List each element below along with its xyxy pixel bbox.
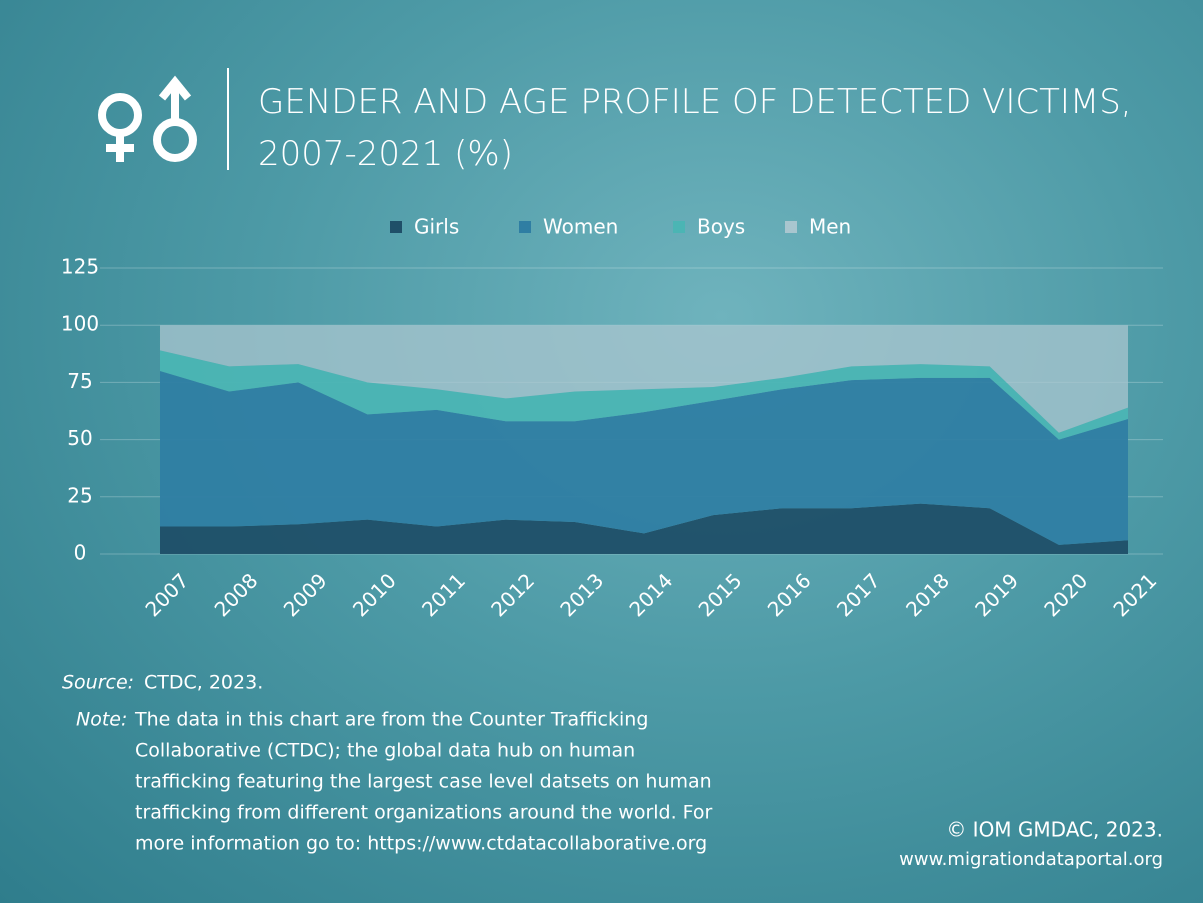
x-tick-label: 2020 — [1039, 568, 1092, 621]
x-tick-label: 2018 — [901, 568, 954, 621]
x-tick-label: 2007 — [140, 568, 193, 621]
gender-icon — [102, 82, 193, 162]
x-tick-label: 2008 — [210, 568, 263, 621]
legend-label: Men — [809, 215, 851, 239]
x-tick-label: 2014 — [624, 568, 677, 621]
chart-title: GENDER AND AGE PROFILE OF DETECTED VICTI… — [258, 76, 1158, 180]
x-tick-label: 2010 — [348, 568, 401, 621]
y-tick-label: 0 — [74, 541, 87, 565]
page: Source: CTDC, 2023. Note: © IOM GMDAC, 2… — [0, 0, 1203, 903]
y-tick-label: 125 — [61, 255, 99, 279]
credit: © IOM GMDAC, 2023. — [946, 818, 1163, 842]
legend-label: Girls — [414, 215, 459, 239]
note-label: Note: — [76, 709, 127, 731]
source: CTDC, 2023. — [144, 672, 263, 694]
x-tick-label: 2021 — [1108, 568, 1161, 621]
note-line: trafficking featuring the largest case l… — [135, 771, 712, 793]
note-line: more information go to: https://www.ctda… — [135, 833, 707, 855]
legend-label: Women — [543, 215, 618, 239]
legend-swatch — [390, 221, 402, 233]
y-tick-label: 25 — [67, 483, 92, 507]
legend-swatch — [785, 221, 797, 233]
note-line: Collaborative (CTDC); the global data hu… — [135, 740, 635, 762]
y-tick-label: 75 — [67, 369, 92, 393]
legend-swatch — [673, 221, 685, 233]
note-line: trafficking from different organizations… — [135, 802, 713, 824]
legend-label: Boys — [697, 215, 745, 239]
legend-swatch — [519, 221, 531, 233]
x-tick-label: 2009 — [279, 568, 332, 621]
note-line: The data in this chart are from the Coun… — [134, 709, 648, 731]
x-tick-label: 2013 — [555, 568, 608, 621]
x-tick-label: 2011 — [417, 568, 470, 621]
y-tick-label: 50 — [67, 426, 92, 450]
x-tick-label: 2016 — [763, 568, 816, 621]
y-tick-label: 100 — [61, 312, 99, 336]
x-tick-label: 2015 — [694, 568, 747, 621]
x-tick-label: 2019 — [970, 568, 1023, 621]
source-label: Source: — [62, 672, 134, 694]
credit-url: www.migrationdataportal.org — [899, 849, 1163, 870]
x-tick-label: 2017 — [832, 568, 885, 621]
x-tick-label: 2012 — [486, 568, 539, 621]
